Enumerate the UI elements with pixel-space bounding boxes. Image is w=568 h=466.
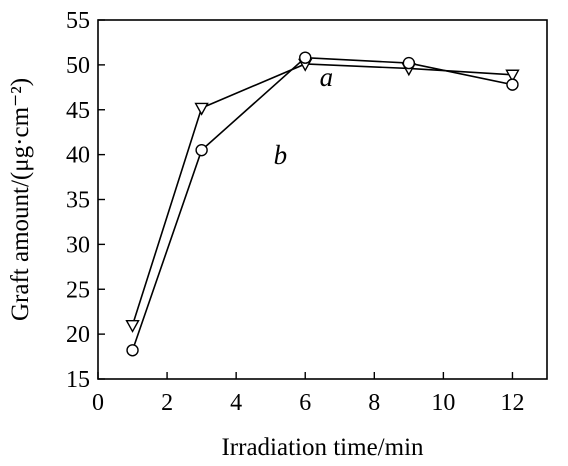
series-b: b [126,51,519,357]
data-point-a [194,102,209,116]
y-tick-label: 40 [66,143,90,169]
series-label-a: a [320,62,334,92]
series-layer: ab [125,51,520,357]
x-tick-label: 8 [368,390,380,416]
data-point-b [506,78,519,91]
x-tick-label: 12 [500,390,524,416]
data-point-b [402,56,416,70]
y-tick-label: 20 [66,322,90,348]
y-tick-label: 35 [66,188,90,214]
series-line-b [131,56,513,351]
y-axis-title: Graft amount/(μg·cm⁻²) [7,78,34,321]
x-tick-label: 4 [230,390,242,416]
data-point-a [125,319,140,333]
y-tick-label: 55 [66,8,90,34]
data-point-b [126,344,139,357]
x-tick-label: 2 [161,390,173,416]
series-label-b: b [274,140,288,170]
x-tick-label: 10 [431,390,455,416]
data-point-a [505,69,520,83]
y-tick-label: 50 [66,53,90,79]
y-tick-label: 25 [66,277,90,303]
y-tick-label: 15 [66,367,90,393]
data-point-b [299,51,312,64]
data-point-b [195,143,208,157]
x-axis-title: Irradiation time/min [221,434,424,461]
y-tick-label: 45 [66,98,90,124]
y-tick-label: 30 [66,232,90,258]
series-line-a [131,63,513,326]
x-tick-label: 0 [92,390,104,416]
x-tick-label: 6 [299,390,311,416]
ticks: 0 2 4 6 8 10 12 15 20 25 30 35 40 45 50 55 [66,8,524,416]
